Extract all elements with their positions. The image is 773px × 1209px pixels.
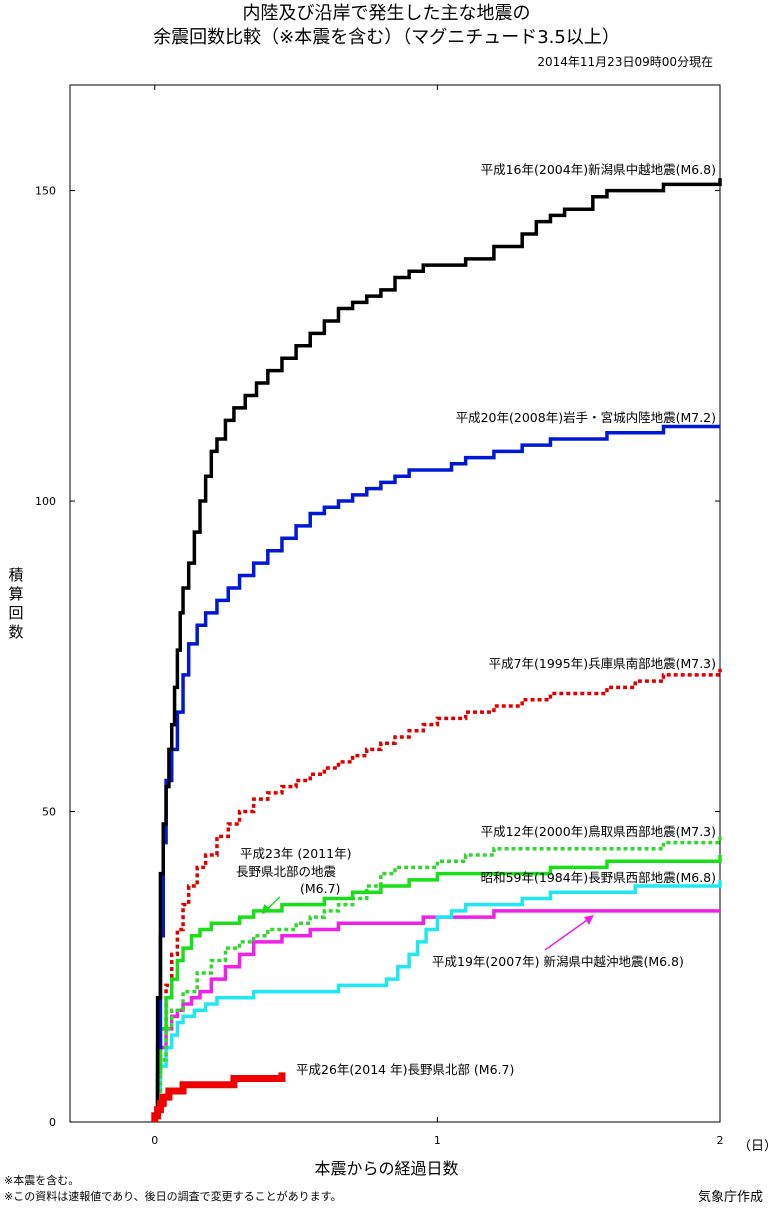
label-nagano-2011-line3: (M6.7)	[300, 881, 340, 896]
label-nagano-2011-line1: 平成23年 (2011年)	[240, 846, 351, 861]
label-nagano-seibu-1984: 昭和59年(1984年)長野県西部地震(M6.8)	[481, 870, 716, 885]
label-chuetsu-2004: 平成16年(2004年)新潟県中越地震(M6.8)	[481, 162, 716, 177]
series-line-6	[153, 909, 720, 1122]
chart-title-line2: 余震回数比較（※本震を含む）（マグニチュード3.5以上）	[153, 27, 620, 48]
y-tick-label: 150	[35, 185, 56, 198]
label-tottori-2000: 平成12年(2000年)鳥取県西部地震(M7.3)	[481, 824, 716, 839]
y-tick-label: 100	[35, 495, 56, 508]
x-tick-label: 2	[717, 1134, 724, 1147]
label-nagano-2011-line2: 長野県北部の地震	[236, 864, 337, 879]
label-iwate-miyagi-2008: 平成20年(2008年)岩手・宮城内陸地震(M7.2)	[456, 410, 716, 425]
label-hyogo-1995: 平成7年(1995年)兵庫県南部地震(M7.3)	[489, 656, 716, 671]
arrow-chuetsuoki-head	[584, 915, 594, 925]
x-tick-label: 0	[151, 1134, 158, 1147]
footnote-preliminary: ※この資料は速報値であり、後日の調査で変更することがあります。	[4, 1190, 342, 1203]
series-line-2	[153, 668, 722, 1122]
series-line-4	[153, 854, 722, 1122]
label-chuetsuoki-2007: 平成19年(2007年) 新潟県中越沖地震(M6.8)	[432, 954, 684, 969]
footnote-mainshock: ※本震を含む。	[4, 1174, 80, 1187]
y-tick-label: 50	[42, 806, 56, 819]
series-line-7	[151, 1072, 286, 1122]
x-axis-label: 本震からの経過日数	[314, 1159, 459, 1178]
plot-frame	[69, 84, 721, 1123]
series-line-5	[153, 879, 722, 1122]
arrow-chuetsuoki-shaft	[544, 917, 591, 951]
series-line-3	[153, 836, 722, 1122]
arrow-nagano-2011-head	[262, 904, 272, 914]
label-nagano-2014: 平成26年(2014 年)長野県北部 (M6.7)	[296, 1062, 514, 1077]
series-line-1	[153, 424, 720, 1122]
series-line-0	[153, 178, 722, 1122]
x-tick-label: 1	[434, 1134, 441, 1147]
y-axis-label: 積算回数	[8, 566, 24, 641]
chart-title-line1: 内陸及び沿岸で発生した主な地震の	[242, 3, 531, 24]
x-axis-unit: （日）	[738, 1139, 773, 1154]
as-of-timestamp: 2014年11月23日09時00分現在	[537, 55, 713, 69]
credit-jma: 気象庁作成	[697, 1190, 763, 1205]
y-tick-label: 0	[49, 1116, 56, 1129]
